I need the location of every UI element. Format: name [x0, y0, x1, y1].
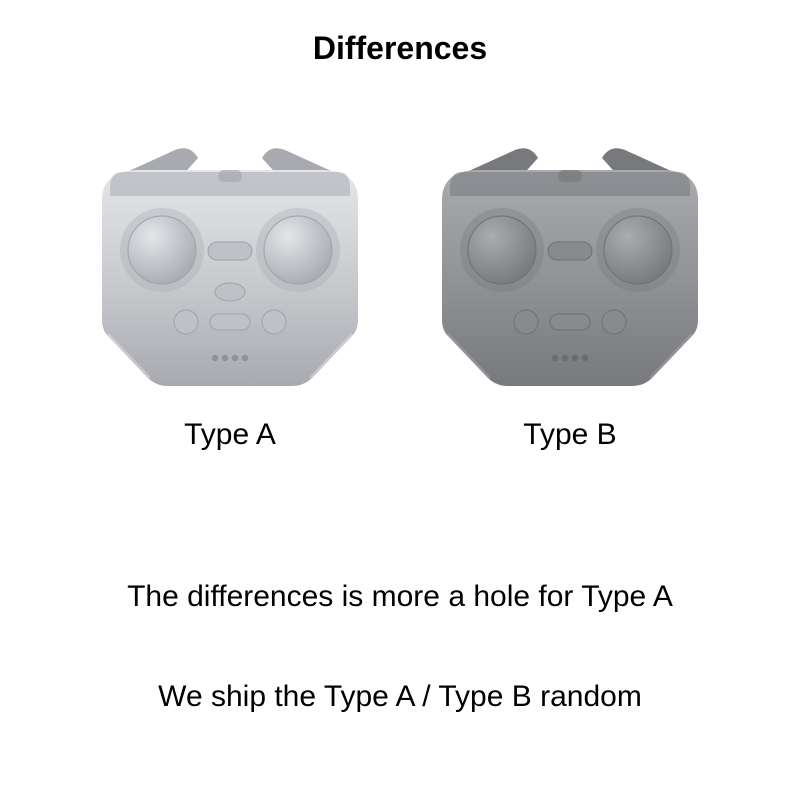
description-line-1: The differences is more a hole for Type … — [0, 580, 800, 614]
description-line-2: We ship the Type A / Type B random — [0, 680, 800, 714]
product-label: Type A — [184, 418, 276, 452]
product-row: Type A Type B — [0, 130, 800, 452]
controller-illustration — [80, 130, 380, 400]
product-type-a: Type A — [80, 130, 380, 452]
controller-illustration — [420, 130, 720, 400]
page-title: Differences — [0, 30, 800, 67]
product-type-b: Type B — [420, 130, 720, 452]
product-label: Type B — [523, 418, 616, 452]
